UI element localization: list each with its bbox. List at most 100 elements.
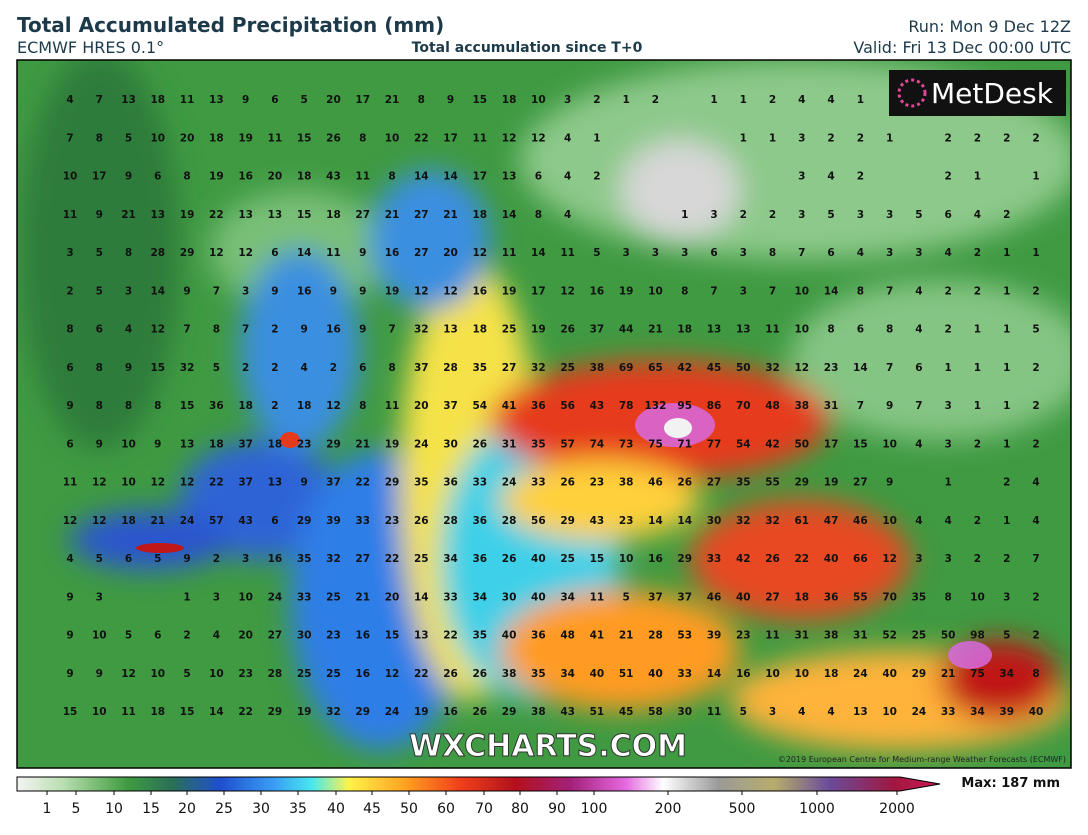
grid-value: 11 bbox=[502, 247, 517, 259]
grid-value: 33 bbox=[707, 553, 722, 565]
grid-value: 5 bbox=[213, 362, 220, 374]
grid-value: 16 bbox=[590, 285, 605, 297]
grid-value: 27 bbox=[765, 591, 780, 603]
grid-value: 1 bbox=[740, 94, 747, 106]
grid-value: 2 bbox=[827, 132, 834, 144]
grid-value: 11 bbox=[268, 132, 283, 144]
grid-value: 40 bbox=[590, 668, 605, 680]
grid-value: 10 bbox=[765, 668, 780, 680]
grid-value: 16 bbox=[326, 324, 341, 336]
colorbar-label: 30 bbox=[252, 801, 270, 817]
grid-value: 23 bbox=[238, 668, 253, 680]
grid-value: 38 bbox=[590, 362, 605, 374]
grid-value: 39 bbox=[707, 630, 722, 642]
grid-value: 16 bbox=[648, 553, 663, 565]
grid-value: 9 bbox=[301, 324, 308, 336]
grid-value: 6 bbox=[535, 171, 542, 183]
grid-value: 54 bbox=[736, 438, 751, 450]
title: Total Accumulated Precipitation (mm) bbox=[17, 13, 444, 37]
grid-value: 36 bbox=[531, 630, 546, 642]
grid-value: 13 bbox=[707, 324, 722, 336]
grid-value: 19 bbox=[209, 171, 224, 183]
grid-value: 37 bbox=[326, 477, 341, 489]
grid-value: 9 bbox=[125, 362, 132, 374]
grid-value: 3 bbox=[242, 553, 249, 565]
grid-value: 18 bbox=[151, 94, 166, 106]
grid-value: 7 bbox=[242, 324, 249, 336]
grid-value: 4 bbox=[915, 285, 922, 297]
grid-value: 2 bbox=[769, 94, 776, 106]
grid-value: 12 bbox=[560, 285, 575, 297]
grid-value: 1 bbox=[1003, 247, 1010, 259]
grid-value: 1 bbox=[1032, 171, 1039, 183]
grid-value: 36 bbox=[443, 477, 458, 489]
grid-value: 23 bbox=[619, 515, 634, 527]
grid-value: 13 bbox=[121, 94, 136, 106]
grid-value: 12 bbox=[121, 668, 136, 680]
grid-value: 1 bbox=[945, 362, 952, 374]
grid-value: 18 bbox=[326, 209, 341, 221]
grid-value: 10 bbox=[238, 591, 253, 603]
grid-value: 36 bbox=[824, 591, 839, 603]
grid-value: 10 bbox=[92, 706, 107, 718]
grid-value: 36 bbox=[473, 515, 488, 527]
grid-value: 1 bbox=[974, 362, 981, 374]
grid-value: 6 bbox=[66, 362, 73, 374]
grid-value: 21 bbox=[121, 209, 136, 221]
grid-value: 9 bbox=[359, 285, 366, 297]
grid-value: 8 bbox=[769, 247, 776, 259]
grid-value: 8 bbox=[96, 400, 103, 412]
grid-value: 12 bbox=[326, 400, 341, 412]
grid-value: 2 bbox=[974, 515, 981, 527]
grid-value: 13 bbox=[209, 94, 224, 106]
grid-value: 2 bbox=[1003, 553, 1010, 565]
grid-value: 35 bbox=[297, 553, 312, 565]
grid-value: 33 bbox=[473, 477, 488, 489]
grid-value: 29 bbox=[502, 706, 517, 718]
grid-value: 19 bbox=[502, 285, 517, 297]
grid-value: 65 bbox=[648, 362, 663, 374]
grid-value: 10 bbox=[970, 591, 985, 603]
grid-value: 4 bbox=[1032, 477, 1039, 489]
grid-value: 2 bbox=[857, 132, 864, 144]
grid-value: 7 bbox=[66, 132, 73, 144]
grid-value: 14 bbox=[414, 591, 429, 603]
grid-value: 34 bbox=[473, 591, 488, 603]
grid-value: 29 bbox=[297, 515, 312, 527]
grid-value: 26 bbox=[560, 324, 575, 336]
grid-value: 38 bbox=[824, 630, 839, 642]
grid-value: 25 bbox=[414, 553, 429, 565]
grid-value: 19 bbox=[531, 324, 546, 336]
grid-value: 11 bbox=[180, 94, 195, 106]
grid-value: 5 bbox=[301, 94, 308, 106]
grid-value: 12 bbox=[443, 285, 458, 297]
grid-value: 29 bbox=[180, 247, 195, 259]
grid-value: 14 bbox=[853, 362, 868, 374]
grid-value: 2 bbox=[1032, 362, 1039, 374]
grid-value: 27 bbox=[707, 477, 722, 489]
grid-value: 9 bbox=[154, 438, 161, 450]
grid-value: 1 bbox=[974, 171, 981, 183]
grid-value: 18 bbox=[502, 94, 517, 106]
grid-value: 9 bbox=[359, 324, 366, 336]
grid-value: 4 bbox=[974, 209, 981, 221]
grid-value: 14 bbox=[151, 285, 166, 297]
grid-value: 23 bbox=[326, 630, 341, 642]
grid-value: 11 bbox=[63, 477, 78, 489]
grid-value: 19 bbox=[385, 285, 400, 297]
grid-value: 24 bbox=[502, 477, 517, 489]
grid-value: 8 bbox=[827, 324, 834, 336]
grid-value: 10 bbox=[121, 438, 136, 450]
grid-value: 9 bbox=[330, 285, 337, 297]
grid-value: 12 bbox=[882, 553, 897, 565]
grid-value: 11 bbox=[121, 706, 136, 718]
colorbar-label: 60 bbox=[437, 801, 455, 817]
colorbar-label: 80 bbox=[511, 801, 529, 817]
grid-value: 2 bbox=[740, 209, 747, 221]
grid-value: 40 bbox=[882, 668, 897, 680]
grid-value: 1 bbox=[886, 132, 893, 144]
grid-value: 14 bbox=[677, 515, 692, 527]
grid-value: 8 bbox=[388, 171, 395, 183]
grid-value: 37 bbox=[677, 591, 692, 603]
